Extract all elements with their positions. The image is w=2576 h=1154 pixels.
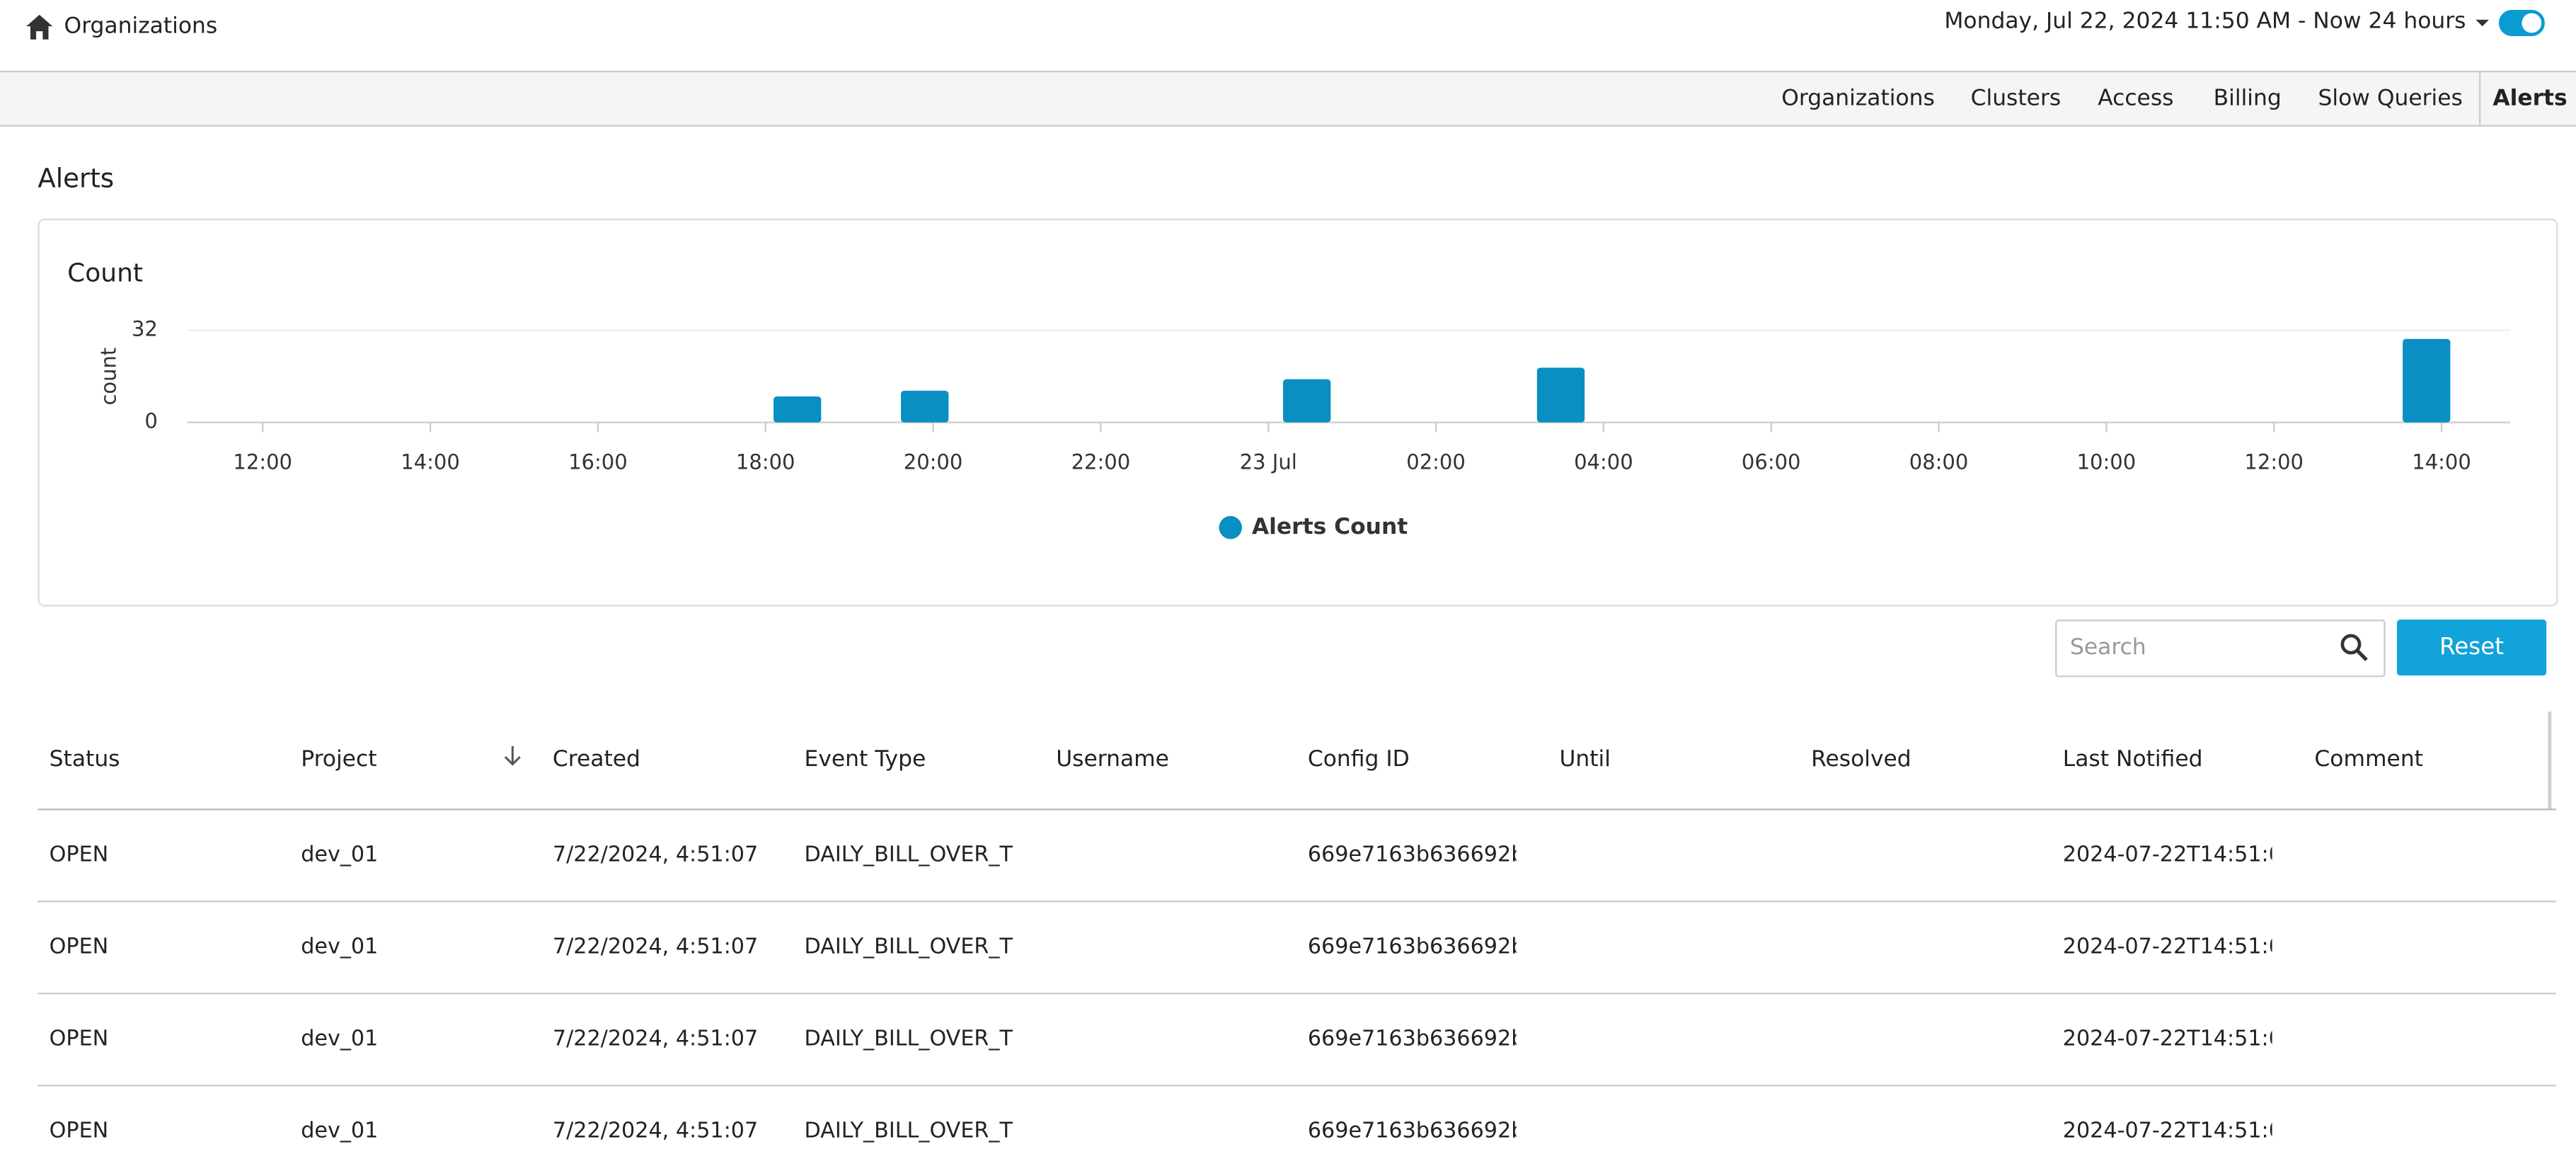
chart: Count count 0 32 12:00 14:00 16:00 18:00 20:00… [40,220,2556,605]
scrollbar [2548,712,2552,810]
search-box[interactable]: Search [2055,619,2386,677]
column-header[interactable]: Created [553,746,761,772]
breadcrumb[interactable]: Organizations [64,13,218,40]
column-header[interactable]: Last Notified [2063,746,2272,772]
table-cell: DAILY_BILL_OVER_TH [805,843,1013,868]
table-cell: dev_01 [301,935,510,960]
table-cell: 669e7163b636692b3a [1308,935,1517,960]
reset-button[interactable]: Reset [2397,619,2546,675]
bar [901,391,948,423]
bar [2403,339,2450,423]
x-tick-label: 20:00 [904,450,963,474]
table-cell: OPEN [50,843,258,868]
column-header[interactable]: Config ID [1308,746,1517,772]
nav-tab[interactable]: Alerts [2492,86,2567,112]
row-divider [38,993,2556,994]
x-tick-label: 16:00 [568,450,628,474]
chart-card: Count count 0 32 12:00 14:00 16:00 18:00 20:00… [38,219,2558,607]
nav-bar: Organizations Clusters Access Billing Slow Q… [0,71,2576,127]
table-cell: 7/22/2024, 4:51:07 PM [553,1027,761,1052]
legend-marker [1219,516,1243,539]
x-tick-label: 04:00 [1574,450,1633,474]
nav-tab[interactable]: Clusters [1971,86,2062,112]
y-axis-label: count [97,348,121,406]
column-header[interactable]: Resolved [1811,746,2020,772]
x-tick-label: 08:00 [1909,450,1969,474]
table-cell: OPEN [50,1119,258,1144]
x-tick-label: 12:00 [233,450,292,474]
x-tick-label: 22:00 [1071,450,1131,474]
nav-tab[interactable]: Billing [2214,86,2282,112]
table-cell: 669e7163b636692b3a [1308,843,1517,868]
table-cell: 669e7163b636692b3a [1308,1119,1517,1144]
tab-divider [2479,71,2480,125]
table-cell: DAILY_BILL_OVER_TH [805,1119,1013,1144]
x-tick-label: 14:00 [2412,450,2471,474]
legend-label: Alerts Count [1252,514,1408,539]
column-header[interactable]: Project [301,746,510,772]
row-divider [38,1085,2556,1086]
x-tick-label: 18:00 [736,450,795,474]
table-cell: dev_01 [301,1119,510,1144]
row-divider [38,901,2556,902]
header-divider [38,809,2556,810]
table-cell: 2024-07-22T14:51:07Z [2063,1119,2272,1144]
bar [774,396,821,423]
x-tick-label: 14:00 [401,450,460,474]
nav-tab[interactable]: Access [2098,86,2173,112]
x-tick-label: 10:00 [2077,450,2137,474]
column-header[interactable]: Event Type [805,746,1013,772]
column-header[interactable]: Comment [2314,746,2523,772]
table-cell: DAILY_BILL_OVER_TH [805,935,1013,960]
x-tick-label: 02:00 [1406,450,1466,474]
nav-tab[interactable]: Organizations [1781,86,1935,112]
search-placeholder: Search [2070,634,2146,661]
table-cell: dev_01 [301,1027,510,1052]
table-cell: OPEN [50,1027,258,1052]
column-header[interactable]: Username [1056,746,1265,772]
column-header[interactable]: Status [50,746,258,772]
table-cell: 7/22/2024, 4:51:07 PM [553,843,761,868]
table-cell: OPEN [50,935,258,960]
home-icon[interactable] [25,13,54,41]
table-cell: 2024-07-22T14:51:07Z [2063,1027,2272,1052]
table-cell: DAILY_BILL_OVER_TH [805,1027,1013,1052]
table-cell: 7/22/2024, 4:51:07 PM [553,1119,761,1144]
table-cell: 2024-07-22T14:51:07Z [2063,843,2272,868]
chart-title: Count [67,259,143,288]
dropdown-caret[interactable] [2474,16,2490,30]
table-cell: dev_01 [301,843,510,868]
table-cell: 2024-07-22T14:51:07Z [2063,935,2272,960]
page-title: Alerts [38,163,114,194]
x-tick-label: 23 Jul [1240,450,1297,474]
bar [1283,379,1330,423]
table-cell: 7/22/2024, 4:51:07 PM [553,935,761,960]
y-tick-label: 32 [132,317,158,341]
y-tick-label: 0 [144,409,157,433]
bar [1537,367,1585,422]
x-tick-label: 06:00 [1742,450,1801,474]
x-tick-label: 12:00 [2244,450,2304,474]
refresh-toggle[interactable] [2499,10,2545,36]
time-range[interactable]: Monday, Jul 22, 2024 11:50 AM - Now 24 h… [1944,8,2466,35]
nav-tab[interactable]: Slow Queries [2318,86,2462,112]
column-header[interactable]: Until [1559,746,1768,772]
table-cell: 669e7163b636692b3a [1308,1027,1517,1052]
search-icon[interactable] [2340,633,2369,663]
